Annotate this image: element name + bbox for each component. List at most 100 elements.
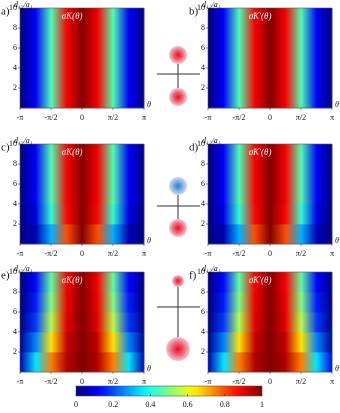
heat-cell bbox=[20, 144, 36, 165]
heat-cell bbox=[208, 164, 224, 185]
heat-cell bbox=[50, 184, 67, 205]
heat-cell bbox=[208, 144, 224, 165]
heat-cell bbox=[285, 8, 302, 29]
heat-cell bbox=[316, 204, 333, 225]
x-tick-label: -π/2 bbox=[233, 249, 246, 258]
heat-cell bbox=[35, 332, 52, 353]
colorbar-tick-label: 0.2 bbox=[108, 400, 118, 409]
heat-cell bbox=[285, 224, 302, 245]
heat-cell bbox=[223, 184, 240, 205]
heat-cell bbox=[35, 184, 52, 205]
heat-cell bbox=[50, 28, 67, 49]
heat-cell bbox=[285, 28, 302, 49]
heat-cell bbox=[97, 48, 114, 69]
heat-cell bbox=[238, 184, 255, 205]
heat-cell bbox=[238, 8, 255, 29]
heat-cell bbox=[270, 68, 286, 89]
y-tick-label: 4 bbox=[13, 63, 17, 72]
heat-cell bbox=[35, 68, 52, 89]
heat-cell bbox=[128, 184, 145, 205]
x-tick-label: π/2 bbox=[296, 113, 306, 122]
y-tick-label: 6 bbox=[13, 43, 17, 52]
heat-cell bbox=[20, 352, 36, 373]
heat-cell bbox=[128, 68, 145, 89]
heat-cell bbox=[301, 272, 317, 293]
heat-cell bbox=[285, 48, 302, 69]
heat-cell bbox=[238, 28, 255, 49]
heat-cell bbox=[301, 8, 317, 29]
x-tick-label: π bbox=[330, 249, 334, 258]
x-tick-label: π/2 bbox=[296, 249, 306, 258]
heat-cell bbox=[66, 144, 83, 165]
y-tick-label: 6 bbox=[13, 307, 17, 316]
heat-cell bbox=[254, 88, 271, 109]
heat-cell bbox=[285, 164, 302, 185]
heat-cell bbox=[50, 144, 67, 165]
heat-cell bbox=[66, 8, 83, 29]
heat-cell bbox=[238, 352, 255, 373]
heat-cell bbox=[316, 144, 333, 165]
heat-cell bbox=[113, 312, 129, 333]
heat-cell bbox=[97, 164, 114, 185]
heat-cell bbox=[113, 184, 129, 205]
heat-cell bbox=[270, 204, 286, 225]
heat-cell bbox=[113, 68, 129, 89]
heat-cell bbox=[97, 352, 114, 373]
y-tick-label: 10 bbox=[9, 267, 17, 276]
heat-cell bbox=[128, 272, 145, 293]
x-tick-label: π bbox=[330, 113, 334, 122]
heat-cell bbox=[82, 68, 98, 89]
heat-cell bbox=[128, 352, 145, 373]
y-tick-label: 2 bbox=[201, 347, 205, 356]
heat-cell bbox=[316, 88, 333, 109]
heat-cell bbox=[35, 8, 52, 29]
heat-cell bbox=[66, 224, 83, 245]
y-axis-label: d₁₂/a₁ bbox=[14, 264, 33, 273]
heat-cell bbox=[285, 204, 302, 225]
heat-cell bbox=[270, 184, 286, 205]
heat-cell bbox=[113, 88, 129, 109]
heat-cell bbox=[316, 332, 333, 353]
heat-cell bbox=[97, 68, 114, 89]
heat-cell bbox=[223, 144, 240, 165]
heat-cell bbox=[66, 292, 83, 313]
heat-cell bbox=[301, 312, 317, 333]
heat-cell bbox=[238, 144, 255, 165]
heat-cell bbox=[208, 352, 224, 373]
heat-cell bbox=[254, 164, 271, 185]
heat-cell bbox=[113, 332, 129, 353]
panel-title: σ̃K'(θ) bbox=[249, 275, 272, 285]
heat-cell bbox=[208, 204, 224, 225]
y-tick-label: 6 bbox=[201, 179, 205, 188]
y-tick-label: 4 bbox=[201, 199, 205, 208]
heat-cell bbox=[113, 48, 129, 69]
heat-cell bbox=[113, 8, 129, 29]
heat-cell bbox=[254, 204, 271, 225]
heat-cell bbox=[208, 28, 224, 49]
heat-cell bbox=[316, 48, 333, 69]
heat-cell bbox=[285, 88, 302, 109]
heat-cell bbox=[270, 28, 286, 49]
panel-title: σ̃K(θ) bbox=[62, 147, 83, 157]
heat-cell bbox=[238, 292, 255, 313]
y-tick-label: 10 bbox=[9, 139, 17, 148]
schematic-e bbox=[157, 275, 200, 361]
heat-cell bbox=[20, 204, 36, 225]
heat-cell bbox=[301, 164, 317, 185]
heat-cell bbox=[301, 68, 317, 89]
x-axis-label: θ bbox=[335, 236, 339, 245]
heat-cell bbox=[113, 144, 129, 165]
y-tick-label: 10 bbox=[9, 3, 17, 12]
x-tick-label: 0 bbox=[80, 113, 84, 122]
heat-cell bbox=[223, 332, 240, 353]
heat-cell bbox=[82, 28, 98, 49]
heat-cell bbox=[270, 224, 286, 245]
y-tick-label: 6 bbox=[13, 179, 17, 188]
panel-label: f) bbox=[189, 270, 197, 282]
heat-cell bbox=[285, 292, 302, 313]
heat-cell bbox=[50, 224, 67, 245]
heat-cell bbox=[97, 28, 114, 49]
heat-cell bbox=[254, 312, 271, 333]
heat-cell bbox=[223, 312, 240, 333]
heat-cell bbox=[270, 272, 286, 293]
